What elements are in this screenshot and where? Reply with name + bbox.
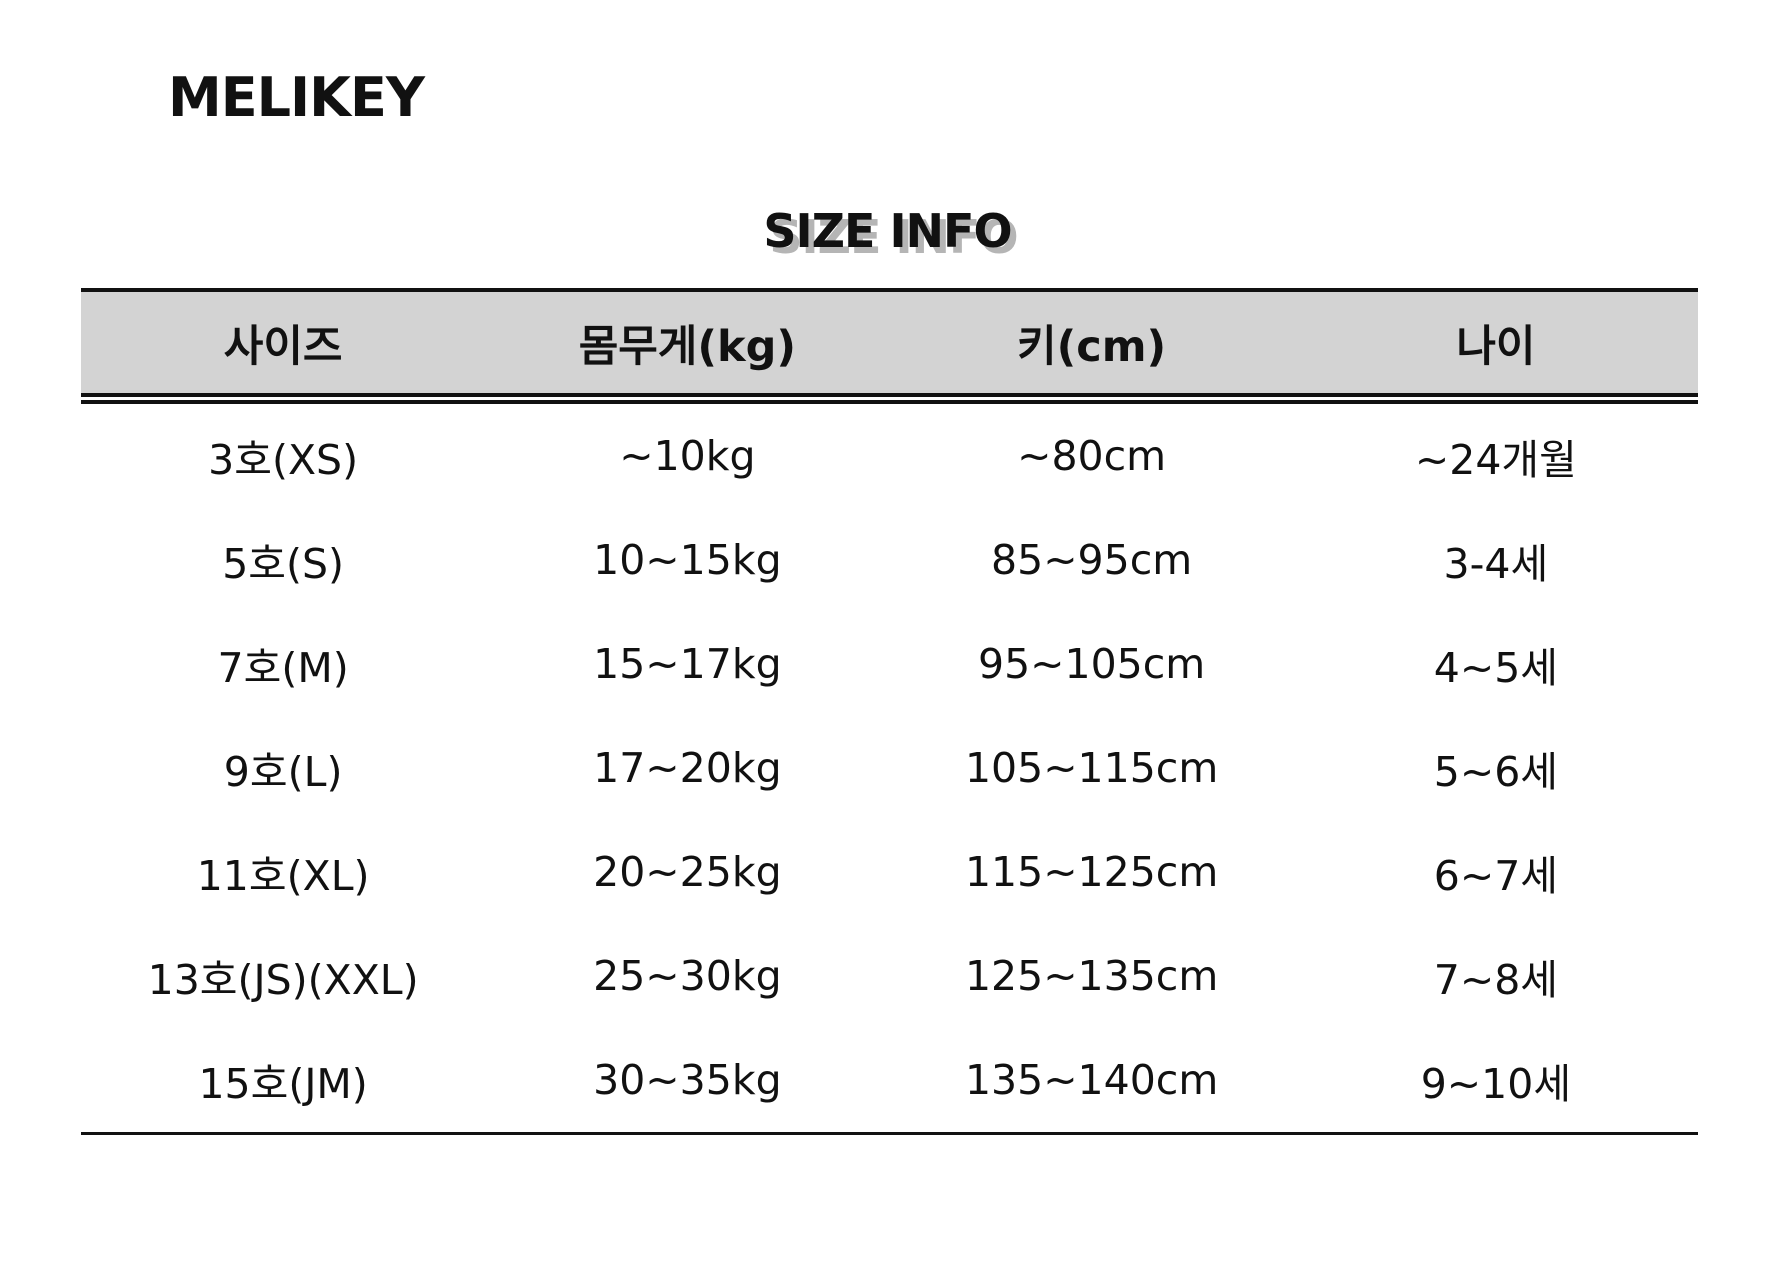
table-row: 15호(JM) 30~35kg 135~140cm 9~10세 (81, 1028, 1698, 1132)
cell-size: 11호(XL) (196, 852, 370, 900)
header-weight: 몸무게(kg) (578, 321, 797, 372)
cell-size: 15호(JM) (198, 1060, 368, 1108)
cell-height: 135~140cm (964, 1056, 1219, 1104)
cell-weight: 20~25kg (593, 848, 782, 896)
brand-logo: MELIKEY (168, 66, 425, 129)
cell-age: 7~8세 (1433, 956, 1558, 1004)
cell-size: 3호(XS) (208, 436, 359, 484)
table-row: 9호(L) 17~20kg 105~115cm 5~6세 (81, 716, 1698, 820)
cell-weight: 10~15kg (593, 536, 782, 584)
size-table: 사이즈 몸무게(kg) 키(cm) 나이 3호(XS) ~10kg ~80cm ~24… (81, 288, 1698, 1135)
cell-weight: 17~20kg (593, 744, 782, 792)
page-title: SIZE INFO (0, 204, 1775, 258)
cell-size: 5호(S) (222, 540, 345, 588)
table-row: 5호(S) 10~15kg 85~95cm 3-4세 (81, 508, 1698, 612)
title-text: SIZE INFO (763, 204, 1012, 258)
table-body: 3호(XS) ~10kg ~80cm ~24개월 5호(S) 10~15kg 85~95cm… (81, 404, 1698, 1132)
cell-height: 125~135cm (964, 952, 1219, 1000)
header-height: 키(cm) (1017, 321, 1167, 372)
table-header: 사이즈 몸무게(kg) 키(cm) 나이 (81, 288, 1698, 393)
header-size: 사이즈 (223, 321, 343, 372)
cell-age: 6~7세 (1433, 852, 1558, 900)
header-divider (81, 393, 1698, 404)
header-age: 나이 (1456, 321, 1536, 372)
cell-height: 85~95cm (991, 536, 1193, 584)
table-row: 3호(XS) ~10kg ~80cm ~24개월 (81, 404, 1698, 508)
table-bottom-border (81, 1132, 1698, 1135)
cell-height: 115~125cm (964, 848, 1219, 896)
cell-size: 13호(JS)(XXL) (147, 956, 419, 1004)
cell-age: 9~10세 (1420, 1060, 1572, 1108)
cell-weight: 30~35kg (593, 1056, 782, 1104)
cell-age: ~24개월 (1414, 436, 1577, 484)
cell-height: ~80cm (1017, 432, 1167, 480)
cell-height: 105~115cm (964, 744, 1219, 792)
table-row: 7호(M) 15~17kg 95~105cm 4~5세 (81, 612, 1698, 716)
cell-age: 4~5세 (1433, 644, 1558, 692)
cell-weight: 25~30kg (593, 952, 782, 1000)
cell-size: 7호(M) (217, 644, 349, 692)
cell-weight: 15~17kg (593, 640, 782, 688)
table-row: 13호(JS)(XXL) 25~30kg 125~135cm 7~8세 (81, 924, 1698, 1028)
cell-weight: ~10kg (619, 432, 756, 480)
cell-height: 95~105cm (977, 640, 1206, 688)
cell-age: 5~6세 (1433, 748, 1558, 796)
cell-age: 3-4세 (1443, 540, 1549, 588)
table-row: 11호(XL) 20~25kg 115~125cm 6~7세 (81, 820, 1698, 924)
cell-size: 9호(L) (223, 748, 343, 796)
